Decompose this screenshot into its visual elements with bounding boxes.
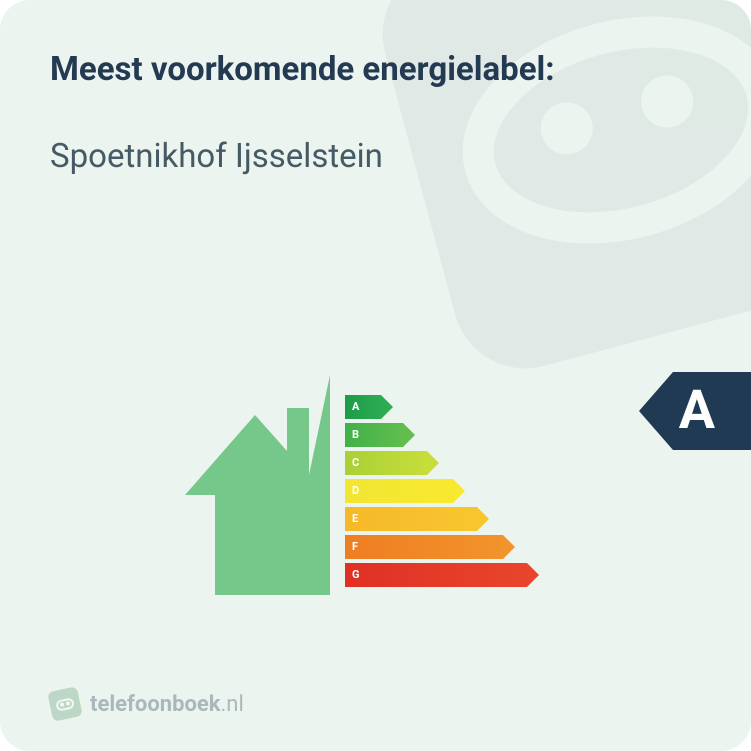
energy-bar-label: B — [352, 423, 359, 447]
rating-arrow — [639, 372, 673, 450]
card-title: Meest voorkomende energielabel: — [50, 50, 701, 89]
energy-bar-label: A — [352, 395, 359, 419]
energy-bar-g: G — [345, 563, 539, 587]
card-subtitle: Spoetnikhof Ijsselstein — [50, 137, 701, 176]
rating-letter: A — [679, 384, 715, 438]
energy-chart: ABCDEFG — [185, 375, 565, 605]
energy-bar-label: G — [352, 563, 360, 587]
footer-brand-tld: .nl — [221, 692, 244, 717]
energy-bar-f: F — [345, 535, 539, 559]
footer: telefoonboek.nl — [50, 689, 244, 719]
footer-brand: telefoonboek.nl — [90, 692, 244, 717]
footer-logo-icon — [47, 686, 83, 722]
energy-bar-d: D — [345, 479, 539, 503]
energy-label-card: Meest voorkomende energielabel: Spoetnik… — [0, 0, 751, 751]
energy-bar-b: B — [345, 423, 539, 447]
energy-bar-a: A — [345, 395, 539, 419]
house-icon — [185, 375, 330, 595]
energy-bar-e: E — [345, 507, 539, 531]
energy-bar-label: D — [352, 479, 359, 503]
rating-body: A — [673, 372, 751, 450]
energy-bar-label: E — [352, 507, 358, 531]
rating-badge: A — [639, 372, 751, 450]
energy-bar-label: F — [352, 535, 358, 559]
footer-brand-name: telefoonboek — [90, 692, 221, 717]
energy-bar-label: C — [352, 451, 359, 475]
energy-bars: ABCDEFG — [345, 395, 539, 591]
energy-bar-c: C — [345, 451, 539, 475]
